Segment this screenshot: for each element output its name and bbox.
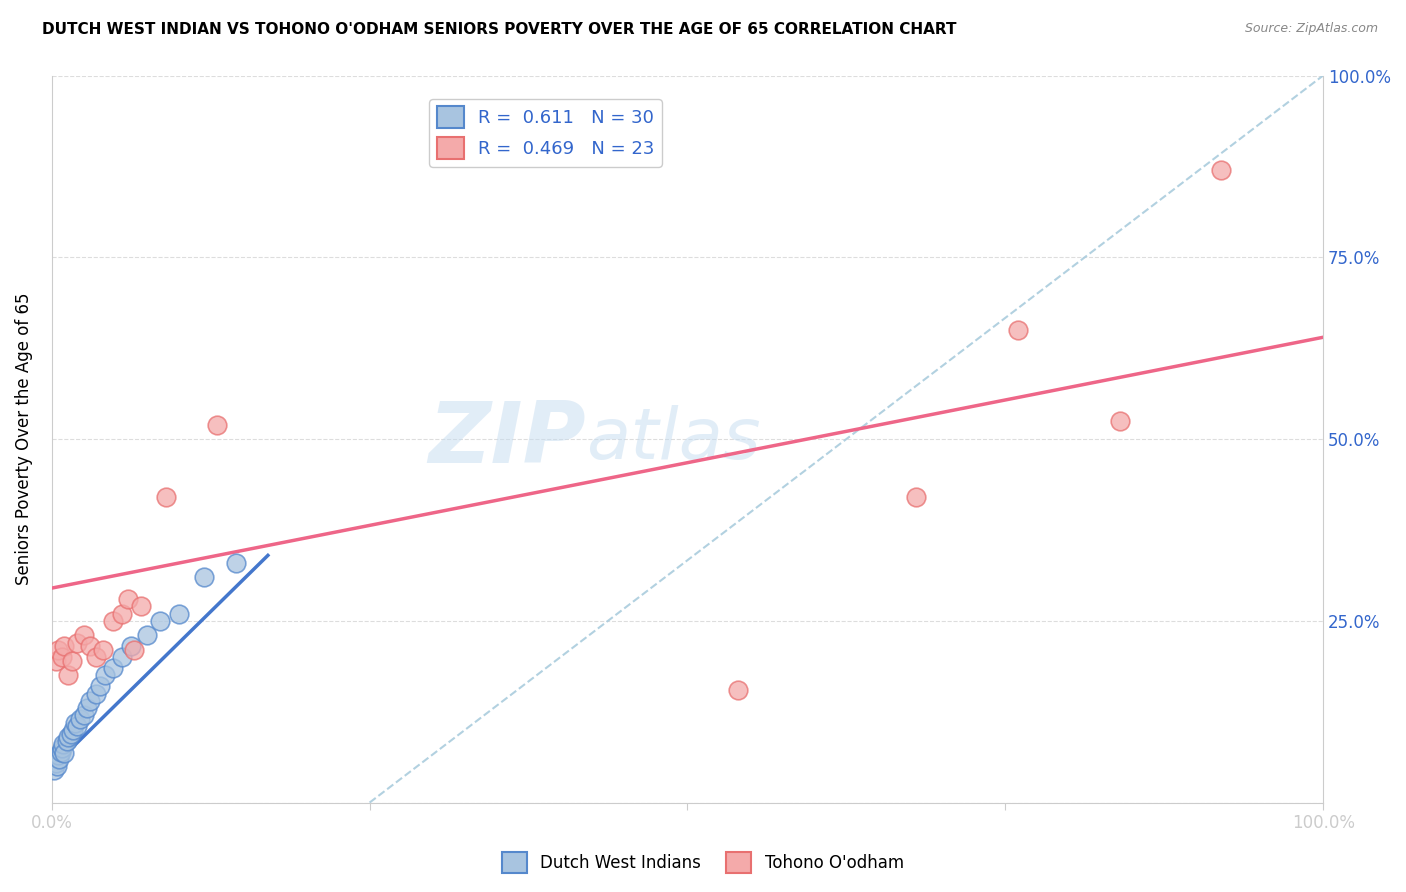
Point xyxy=(101,661,124,675)
Point xyxy=(46,748,69,763)
Point xyxy=(79,640,101,654)
Point xyxy=(66,635,89,649)
Point xyxy=(58,730,80,744)
Point xyxy=(72,708,94,723)
Point xyxy=(51,741,73,756)
Point xyxy=(117,592,139,607)
Point xyxy=(66,719,89,733)
Point xyxy=(63,715,86,730)
Point xyxy=(111,650,134,665)
Point xyxy=(76,701,98,715)
Point xyxy=(129,599,152,614)
Point xyxy=(52,738,75,752)
Point xyxy=(155,490,177,504)
Point xyxy=(101,614,124,628)
Point xyxy=(89,679,111,693)
Point xyxy=(727,682,749,697)
Point xyxy=(111,607,134,621)
Point xyxy=(193,570,215,584)
Point xyxy=(84,687,107,701)
Point xyxy=(136,628,159,642)
Y-axis label: Seniors Poverty Over the Age of 65: Seniors Poverty Over the Age of 65 xyxy=(15,293,32,585)
Point xyxy=(1211,163,1233,178)
Point xyxy=(48,752,70,766)
Point xyxy=(1108,414,1130,428)
Text: ZIP: ZIP xyxy=(427,398,586,481)
Point xyxy=(91,643,114,657)
Point xyxy=(205,417,228,432)
Point xyxy=(44,763,66,777)
Point xyxy=(79,694,101,708)
Point xyxy=(53,640,76,654)
Point xyxy=(62,723,84,737)
Point xyxy=(69,712,91,726)
Text: atlas: atlas xyxy=(586,405,761,474)
Legend: Dutch West Indians, Tohono O'odham: Dutch West Indians, Tohono O'odham xyxy=(495,846,911,880)
Point xyxy=(56,733,79,747)
Point xyxy=(58,668,80,682)
Point xyxy=(167,607,190,621)
Point xyxy=(124,643,146,657)
Point xyxy=(49,745,72,759)
Point xyxy=(149,614,172,628)
Text: Source: ZipAtlas.com: Source: ZipAtlas.com xyxy=(1244,22,1378,36)
Point xyxy=(225,556,247,570)
Point xyxy=(45,654,67,668)
Point xyxy=(46,643,69,657)
Legend: R =  0.611   N = 30, R =  0.469   N = 23: R = 0.611 N = 30, R = 0.469 N = 23 xyxy=(429,99,662,167)
Point xyxy=(60,654,83,668)
Point xyxy=(120,640,142,654)
Point xyxy=(72,628,94,642)
Point xyxy=(51,650,73,665)
Point xyxy=(53,746,76,760)
Point xyxy=(94,668,117,682)
Text: DUTCH WEST INDIAN VS TOHONO O'ODHAM SENIORS POVERTY OVER THE AGE OF 65 CORRELATI: DUTCH WEST INDIAN VS TOHONO O'ODHAM SENI… xyxy=(42,22,956,37)
Point xyxy=(84,650,107,665)
Point xyxy=(45,759,67,773)
Point xyxy=(59,726,82,740)
Point xyxy=(905,490,928,504)
Point xyxy=(1007,323,1029,337)
Point xyxy=(45,756,67,770)
